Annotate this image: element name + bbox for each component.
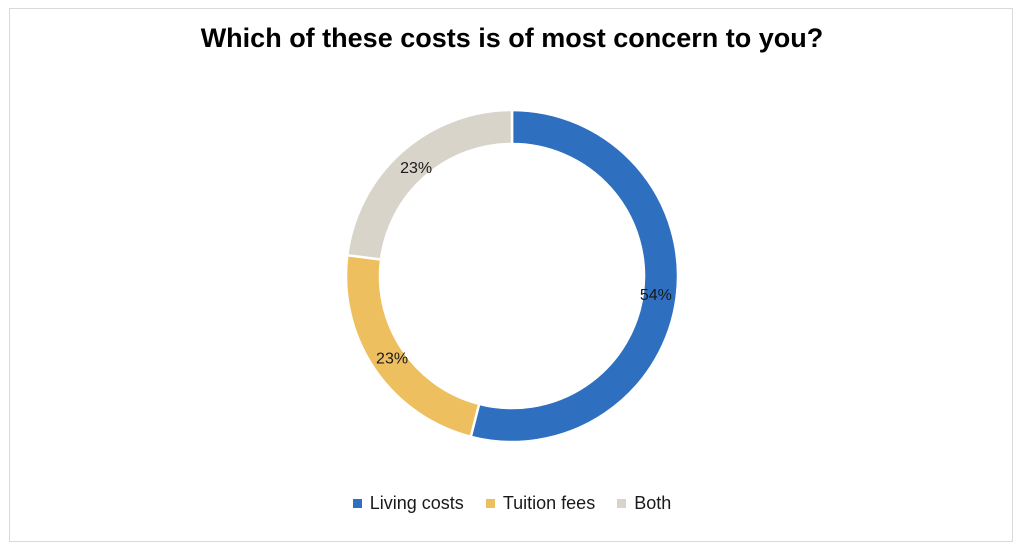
legend-swatch bbox=[485, 499, 495, 508]
data-label-living-costs: 54% bbox=[640, 287, 672, 304]
donut-slices bbox=[344, 108, 680, 444]
legend-label: Tuition fees bbox=[502, 493, 596, 513]
legend-swatch bbox=[352, 499, 362, 508]
data-label-both: 23% bbox=[400, 160, 432, 177]
legend-item-tuition-fees: Tuition fees bbox=[485, 493, 596, 514]
donut-labels: 54% 23% 23% bbox=[376, 160, 672, 367]
chart-frame bbox=[9, 8, 1013, 542]
data-label-tuition-fees: 23% bbox=[376, 351, 408, 368]
legend-item-living-costs: Living costs bbox=[352, 493, 464, 514]
chart-title: Which of these costs is of most concern … bbox=[200, 23, 824, 53]
donut-slice-tuition-fees bbox=[344, 253, 481, 439]
legend-swatch bbox=[617, 499, 627, 508]
legend-label: Living costs bbox=[369, 493, 464, 513]
legend-label: Both bbox=[634, 493, 672, 513]
donut-slice-living-costs bbox=[469, 108, 680, 444]
donut-slice-both bbox=[345, 108, 514, 261]
legend-item-both: Both bbox=[617, 493, 671, 514]
chart-legend: Living costs Tuition fees Both bbox=[0, 493, 1024, 514]
